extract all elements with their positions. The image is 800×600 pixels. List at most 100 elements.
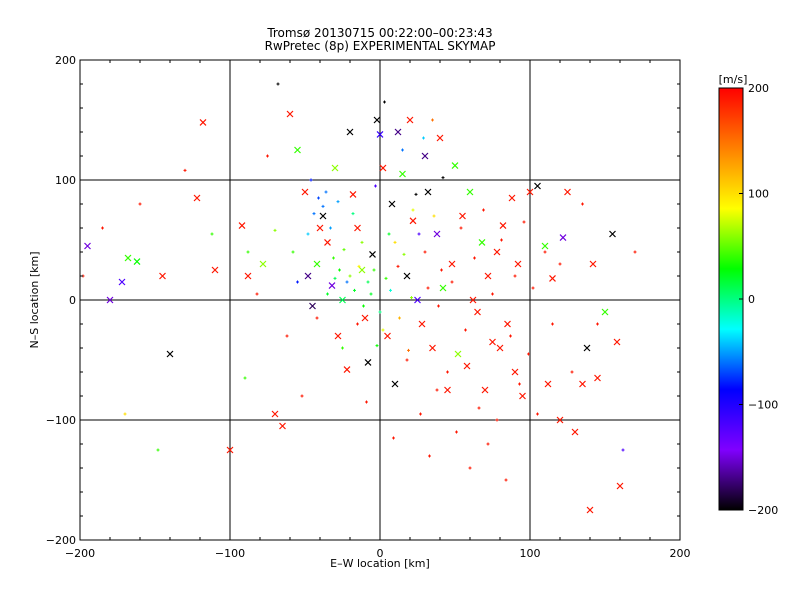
data-point-x	[481, 386, 489, 394]
data-point-x	[319, 212, 327, 220]
data-point-x	[493, 248, 501, 256]
data-point-plus	[407, 348, 410, 352]
data-point-x	[519, 392, 526, 400]
data-point-plus	[500, 238, 503, 242]
colorbar-tick-label: 200	[748, 82, 769, 95]
data-point-x	[369, 250, 376, 258]
data-point-x	[394, 128, 402, 136]
data-point-x	[616, 482, 624, 490]
data-point-plus	[333, 276, 337, 280]
data-point-x	[339, 296, 346, 304]
data-point-plus	[345, 280, 349, 284]
data-point-x	[459, 212, 466, 220]
data-point-x	[421, 152, 429, 160]
data-point-x	[514, 260, 522, 268]
data-point-plus	[228, 178, 232, 182]
data-point-x	[496, 344, 504, 352]
data-point-plus	[366, 280, 370, 284]
data-point-plus	[411, 208, 415, 212]
data-point-x	[271, 410, 279, 418]
data-point-x	[159, 272, 166, 280]
data-point-plus	[365, 400, 368, 404]
data-point-x	[391, 380, 399, 388]
data-point-x	[484, 272, 492, 280]
data-point-x	[301, 188, 309, 196]
data-point-x	[439, 284, 447, 292]
data-point-x	[403, 272, 411, 280]
data-point-x	[346, 128, 354, 136]
data-point-plus	[317, 196, 320, 200]
data-point-x	[349, 190, 357, 198]
data-point-x	[409, 217, 417, 225]
data-point-plus	[405, 358, 409, 362]
data-point-x	[238, 222, 246, 230]
chart-title-line2: RwPretec (8p) EXPERIMENTAL SKYMAP	[264, 39, 496, 53]
data-point-x	[549, 274, 556, 282]
data-point-x	[586, 506, 594, 514]
data-point-x	[354, 224, 361, 232]
data-point-x	[358, 266, 366, 274]
x-axis-label: E–W location [km]	[330, 557, 430, 570]
data-point-plus	[360, 240, 364, 244]
data-point-x	[324, 238, 331, 246]
data-point-plus	[495, 418, 499, 422]
data-point-x	[571, 428, 579, 436]
data-point-x	[279, 422, 286, 430]
data-point-plus	[473, 256, 476, 260]
data-point-plus	[551, 322, 554, 326]
data-point-x	[226, 446, 234, 454]
data-point-plus	[441, 176, 445, 180]
x-tick-label: −100	[215, 547, 245, 560]
data-point-plus	[300, 394, 304, 398]
data-point-x	[316, 224, 324, 232]
chart-title-line1: Tromsø 20130715 00:22:00–00:23:43	[267, 26, 493, 40]
data-point-x	[379, 164, 387, 172]
data-point-plus	[156, 448, 160, 452]
data-point-x	[361, 314, 369, 322]
data-point-plus	[101, 226, 104, 230]
x-tick-label: 200	[670, 547, 691, 560]
data-point-plus	[353, 288, 356, 292]
colorbar: [m/s] 200 100 0 −100 −200	[718, 73, 778, 517]
data-point-x	[343, 366, 351, 374]
data-point-plus	[486, 442, 490, 446]
data-point-x	[331, 164, 339, 172]
data-point-plus	[389, 288, 392, 292]
data-point-x	[286, 110, 294, 118]
data-point-plus	[518, 382, 521, 386]
data-point-x	[429, 344, 436, 352]
data-point-plus	[410, 296, 413, 300]
data-point-plus	[309, 178, 313, 182]
data-point-x	[124, 254, 132, 262]
data-point-plus	[477, 406, 481, 410]
colorbar-tick-label: 100	[748, 188, 769, 201]
data-point-plus	[446, 370, 449, 374]
data-point-plus	[437, 304, 440, 308]
data-point-plus	[513, 274, 517, 278]
data-point-plus	[527, 352, 530, 356]
x-tick-label: 100	[520, 547, 541, 560]
data-point-plus	[348, 274, 352, 278]
data-point-plus	[326, 292, 329, 296]
data-point-plus	[536, 412, 539, 416]
data-point-plus	[315, 316, 319, 320]
data-point-plus	[336, 200, 340, 204]
data-point-plus	[621, 448, 625, 452]
data-point-plus	[428, 454, 431, 458]
data-point-plus	[342, 248, 346, 252]
data-point-x	[469, 296, 477, 304]
data-point-x	[211, 266, 219, 274]
data-point-x	[601, 308, 609, 316]
data-point-x	[193, 194, 201, 202]
data-point-x	[451, 162, 459, 170]
data-point-plus	[378, 310, 382, 314]
data-point-x	[499, 222, 507, 230]
data-point-plus	[464, 328, 467, 332]
data-point-x	[489, 338, 496, 346]
data-point-plus	[387, 232, 391, 236]
data-point-plus	[401, 148, 404, 152]
data-point-x	[594, 374, 601, 382]
data-point-x	[466, 188, 474, 196]
data-point-plus	[312, 212, 316, 216]
data-point-x	[454, 350, 462, 358]
